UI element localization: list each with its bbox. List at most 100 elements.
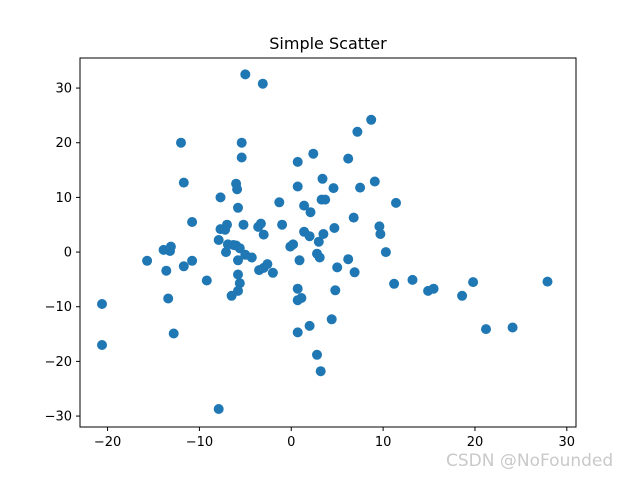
scatter-point-27 (232, 184, 243, 195)
scatter-point-99 (542, 276, 553, 287)
y-tick-label: 10 (55, 191, 72, 206)
y-tick-label: −20 (45, 355, 72, 370)
scatter-point-48 (274, 197, 285, 208)
scatter-point-69 (315, 366, 326, 377)
y-tick-label: 20 (55, 136, 72, 151)
x-tick-label: 0 (287, 435, 295, 450)
scatter-point-90 (389, 278, 400, 289)
scatter-point-64 (308, 148, 319, 159)
scatter-point-57 (294, 255, 305, 266)
scatter-point-78 (332, 262, 343, 273)
scatter-point-17 (215, 192, 226, 203)
scatter-point-1 (97, 340, 107, 350)
scatter-point-2 (142, 255, 153, 266)
ticks-layer: −20 −10 0 10 20 30 −30 −20 −10 0 10 20 30 (45, 82, 576, 450)
scatter-point-72 (318, 229, 329, 239)
scatter-point-4 (161, 265, 172, 276)
plot-frame (79, 57, 577, 428)
scatter-point-54 (292, 283, 303, 294)
scatter-point-31 (233, 285, 243, 296)
scatter-point-62 (304, 231, 315, 242)
scatter-point-89 (380, 247, 391, 258)
scatter-point-97 (481, 324, 491, 335)
scatter-point-33 (234, 243, 245, 254)
scatter-point-46 (262, 259, 273, 270)
y-tick-label: −30 (45, 410, 72, 425)
scatter-point-60 (299, 200, 310, 211)
scatter-point-87 (374, 221, 385, 232)
scatter-point-39 (246, 252, 257, 263)
scatter-point-9 (176, 137, 186, 148)
scatter-point-29 (233, 255, 243, 266)
scatter-point-51 (288, 239, 299, 250)
scatter-point-85 (366, 114, 377, 125)
y-tick-label: 0 (64, 246, 72, 261)
scatter-point-76 (329, 223, 340, 233)
scatter-point-28 (233, 202, 243, 213)
x-tick-label: −20 (94, 435, 121, 450)
scatter-point-43 (257, 78, 268, 89)
scatter-point-7 (165, 241, 176, 252)
scatter-point-94 (428, 283, 439, 294)
scatter-point-79 (343, 153, 354, 164)
scatter-point-55 (292, 327, 303, 338)
scatter-point-45 (258, 229, 269, 240)
x-tick-label: 30 (559, 435, 576, 450)
scatter-point-91 (391, 197, 401, 208)
x-tick-label: −10 (186, 435, 213, 450)
x-tick-label: 10 (375, 435, 392, 450)
scatter-point-42 (255, 218, 266, 229)
scatter-point-96 (468, 277, 479, 288)
scatter-point-35 (236, 152, 247, 163)
scatter-point-47 (267, 267, 278, 278)
scatter-point-30 (233, 269, 243, 280)
scatter-point-13 (187, 217, 198, 227)
scatter-point-71 (317, 173, 328, 184)
scatter-point-20 (221, 247, 231, 258)
scatter-point-65 (312, 349, 322, 360)
x-tick-label: 20 (467, 435, 484, 450)
scatter-point-11 (178, 261, 189, 272)
scatter-point-80 (343, 254, 354, 265)
scatter-point-75 (328, 183, 339, 194)
scatter-point-10 (178, 177, 189, 188)
scatter-point-16 (213, 235, 224, 245)
scatter-point-61 (304, 320, 315, 331)
scatter-point-88 (375, 229, 386, 239)
scatter-point-14 (201, 275, 212, 286)
scatter-point-5 (163, 293, 174, 304)
scatter-point-84 (355, 182, 366, 193)
scatter-point-82 (349, 267, 360, 278)
scatter-point-21 (222, 219, 232, 230)
scatter-point-98 (507, 322, 518, 333)
scatter-point-74 (326, 314, 337, 325)
y-tick-label: −10 (45, 300, 72, 315)
scatter-point-8 (168, 328, 179, 339)
scatter-point-53 (292, 181, 303, 192)
scatter-point-86 (369, 176, 380, 187)
chart-title: Simple Scatter (269, 34, 387, 53)
scatter-point-0 (97, 299, 107, 309)
scatter-point-49 (277, 219, 288, 230)
scatter-point-81 (348, 212, 359, 223)
scatter-point-77 (330, 285, 341, 296)
points-layer (97, 69, 553, 414)
scatter-point-15 (213, 404, 224, 414)
scatter-point-58 (296, 293, 307, 303)
scatter-point-12 (187, 255, 198, 266)
scatter-point-52 (292, 156, 303, 167)
scatter-point-36 (238, 219, 249, 230)
scatter-point-32 (234, 278, 245, 289)
scatter-point-95 (457, 290, 468, 301)
watermark-text: CSDN @NoFounded (446, 451, 614, 471)
scatter-point-34 (236, 137, 247, 148)
scatter-point-73 (320, 194, 331, 205)
scatter-point-67 (313, 236, 324, 247)
scatter-point-83 (352, 126, 363, 137)
scatter-point-92 (407, 274, 418, 285)
scatter-point-68 (314, 252, 325, 263)
scatter-point-63 (305, 207, 316, 218)
y-tick-label: 30 (55, 82, 72, 97)
scatter-point-37 (240, 69, 251, 80)
